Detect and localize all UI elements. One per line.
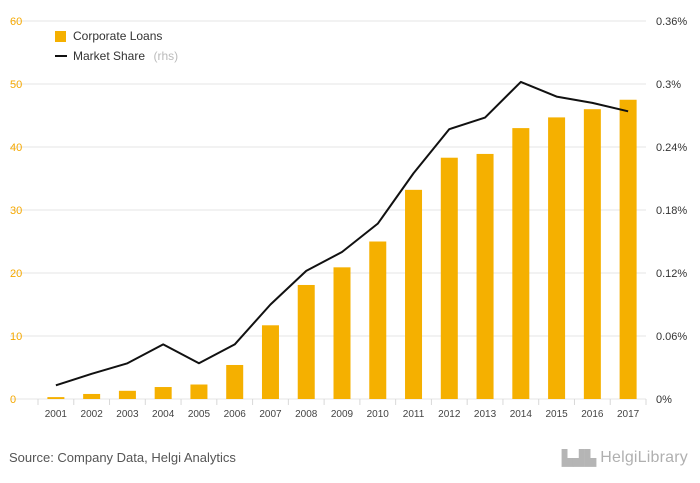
x-tick-label: 2013 xyxy=(474,409,497,420)
bar xyxy=(190,384,208,399)
bar xyxy=(440,157,458,399)
legend: Corporate Loans Market Share (rhs) xyxy=(55,29,178,64)
right-tick-label: 0.12% xyxy=(656,268,687,280)
left-tick-label: 30 xyxy=(10,205,22,217)
left-axis: 0 10 20 30 40 50 60 xyxy=(10,16,22,406)
x-tick-label: 2008 xyxy=(295,409,318,420)
right-tick-label: 0.3% xyxy=(656,79,681,91)
x-tick-label: 2014 xyxy=(510,409,533,420)
legend-swatch-corporate-loans xyxy=(55,31,66,42)
bar xyxy=(297,284,315,399)
city-skyline-icon: ▙▟▙ xyxy=(561,450,597,467)
bar xyxy=(512,128,530,399)
right-tick-label: 0% xyxy=(656,394,672,406)
left-tick-label: 60 xyxy=(10,16,22,28)
bar xyxy=(261,325,279,399)
left-tick-label: 50 xyxy=(10,79,22,91)
right-tick-label: 0.24% xyxy=(656,142,687,154)
bar xyxy=(476,153,494,399)
legend-label-market-share: Market Share (rhs) xyxy=(73,47,178,64)
x-tick-label: 2015 xyxy=(545,409,568,420)
left-tick-label: 10 xyxy=(10,331,22,343)
bar xyxy=(47,397,65,399)
x-tick-label: 2011 xyxy=(403,409,425,420)
x-tick-label: 2005 xyxy=(188,409,211,420)
left-tick-label: 40 xyxy=(10,142,22,154)
left-tick-label: 0 xyxy=(10,394,16,406)
source-note: Source: Company Data, Helgi Analytics xyxy=(9,450,236,465)
x-tick-label: 2010 xyxy=(367,409,390,420)
x-tick-label: 2003 xyxy=(116,409,139,420)
legend-label-market-share-suffix: (rhs) xyxy=(153,49,178,63)
bar xyxy=(226,364,244,399)
left-tick-label: 20 xyxy=(10,268,22,280)
bar xyxy=(83,393,101,399)
bar xyxy=(154,387,172,399)
x-tick-label: 2007 xyxy=(259,409,282,420)
bar xyxy=(583,109,601,399)
x-tick-label: 2009 xyxy=(331,409,354,420)
bar xyxy=(548,117,566,399)
bar xyxy=(369,241,387,399)
x-tick-label: 2002 xyxy=(81,409,104,420)
right-tick-label: 0.06% xyxy=(656,331,687,343)
bar xyxy=(405,189,423,399)
right-tick-label: 0.18% xyxy=(656,205,687,217)
bar xyxy=(333,267,351,399)
chart: 0 10 20 30 40 50 60 0% 0.06% 0.12% 0.18% 0.24% 0.3%… xyxy=(10,16,687,420)
x-tick-label: 2012 xyxy=(438,409,461,420)
bar-series-corporate-loans xyxy=(47,99,637,399)
x-tick-label: 2017 xyxy=(617,409,640,420)
bar xyxy=(118,390,136,399)
x-tick-label: 2016 xyxy=(581,409,604,420)
x-axis: 2001 2002 2003 2004 2005 2006 2007 2008 2009 2010… xyxy=(37,399,647,420)
legend-label-market-share-text: Market Share xyxy=(73,49,145,63)
grid xyxy=(10,20,646,400)
x-tick-label: 2006 xyxy=(224,409,247,420)
logo-text: HelgiLibrary xyxy=(600,449,688,466)
right-tick-label: 0.36% xyxy=(656,16,687,28)
legend-label-corporate-loans: Corporate Loans xyxy=(73,29,162,43)
bar xyxy=(619,99,637,399)
helgi-library-logo: ▙▟▙ HelgiLibrary xyxy=(562,449,688,467)
right-axis: 0% 0.06% 0.12% 0.18% 0.24% 0.3% 0.36% xyxy=(656,16,687,406)
x-tick-label: 2004 xyxy=(152,409,175,420)
x-tick-label: 2001 xyxy=(45,409,68,420)
line-series-market-share xyxy=(55,80,629,387)
